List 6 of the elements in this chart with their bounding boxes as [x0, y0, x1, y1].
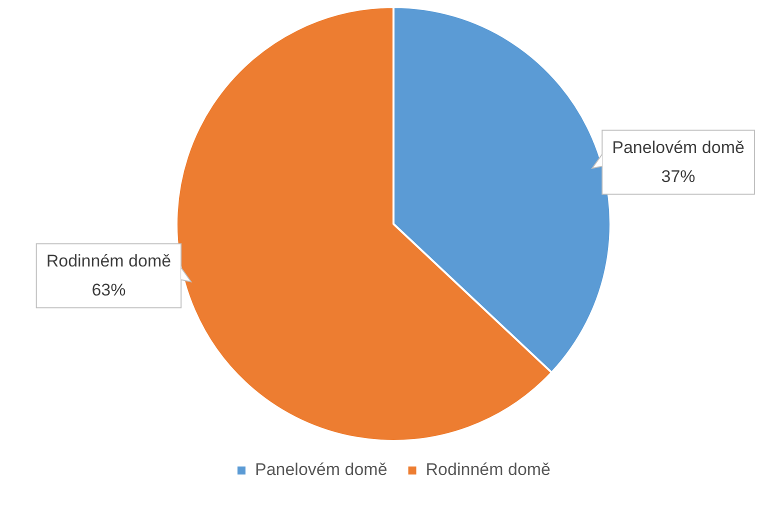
legend-label: Panelovém domě	[254, 460, 388, 480]
slice-label: Rodinném domě	[46, 251, 172, 270]
slice-label: Panelovém domě	[612, 138, 744, 157]
data-label: 63%	[92, 280, 126, 300]
data-label: 37%	[661, 166, 696, 186]
legend-label: Rodinném domě	[426, 460, 551, 480]
